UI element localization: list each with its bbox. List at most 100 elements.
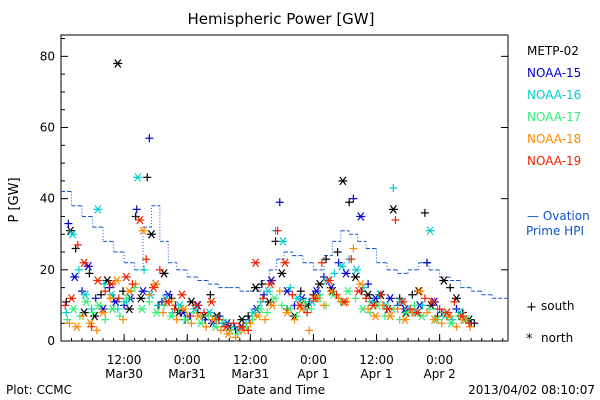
x-tick-time-label: 0:00 xyxy=(174,353,201,367)
north-point-marker xyxy=(175,301,185,310)
x-tick-date-label: Apr 1 xyxy=(360,367,392,381)
south-point-marker xyxy=(87,322,96,331)
north-point-marker xyxy=(299,297,309,307)
north-point-marker xyxy=(368,301,378,310)
south-point-marker xyxy=(292,312,301,321)
south-point-marker xyxy=(410,301,419,310)
north-point-marker xyxy=(72,322,82,332)
south-point-marker xyxy=(132,205,141,214)
south-point-marker xyxy=(330,269,339,278)
north-point-marker xyxy=(352,265,362,275)
north-point-marker xyxy=(253,311,263,321)
y-tick-label: 80 xyxy=(40,49,55,63)
south-point-marker xyxy=(101,315,110,324)
y-axis-label: P [GW] xyxy=(7,177,22,222)
plot-frame xyxy=(60,34,509,342)
south-point-marker xyxy=(119,315,128,324)
x-tick-time-label: 0:00 xyxy=(426,353,453,367)
north-point-marker xyxy=(255,304,265,314)
north-point-marker xyxy=(68,229,78,239)
south-point-marker xyxy=(351,294,360,303)
south-point-marker xyxy=(143,173,152,182)
north-point-marker xyxy=(94,301,104,310)
south-point-marker xyxy=(408,290,417,299)
north-point-marker xyxy=(282,308,292,317)
south-point-marker xyxy=(406,304,415,313)
north-point-marker xyxy=(427,297,437,307)
south-point-marker xyxy=(63,315,72,324)
south-point-marker xyxy=(185,312,194,321)
south-point-marker xyxy=(286,283,295,292)
y-tick-label: 60 xyxy=(40,121,55,135)
north-point-marker xyxy=(236,322,246,332)
north-point-marker xyxy=(136,293,146,303)
north-point-marker xyxy=(267,301,277,310)
north-point-marker xyxy=(309,293,319,303)
south-point-marker xyxy=(257,280,266,289)
north-point-marker xyxy=(425,226,435,236)
ovation-hpi-series xyxy=(61,191,508,299)
x-tick-date-label: Mar31 xyxy=(168,367,206,381)
south-point-marker xyxy=(244,326,253,335)
north-point-marker xyxy=(400,315,410,325)
south-marker-symbol: + xyxy=(526,300,537,315)
plot-timestamp: 2013/04/02 08:10:07 xyxy=(468,383,595,397)
south-point-marker xyxy=(101,287,110,296)
south-point-marker xyxy=(155,265,164,274)
ovation-legend-label-line1: — Ovation xyxy=(527,209,590,223)
north-point-marker xyxy=(237,315,247,325)
south-point-marker xyxy=(362,294,371,303)
north-point-marker xyxy=(124,304,134,314)
south-point-marker xyxy=(202,322,211,331)
y-tick-label: 40 xyxy=(40,192,55,206)
north-point-marker xyxy=(324,276,334,285)
y-axis: 0 20 40 60 80 xyxy=(40,38,508,348)
south-point-marker xyxy=(275,198,284,207)
north-point-marker xyxy=(223,329,233,339)
north-point-marker xyxy=(265,279,275,289)
south-point-marker xyxy=(170,304,179,313)
north-point-marker xyxy=(354,286,364,296)
north-point-marker xyxy=(206,297,216,307)
north-point-marker xyxy=(137,304,147,314)
south-point-marker xyxy=(333,248,342,257)
south-point-marker xyxy=(435,304,444,313)
south-point-marker xyxy=(62,308,71,317)
y-tick-label: 20 xyxy=(40,263,55,277)
north-point-marker xyxy=(146,229,156,239)
north-point-marker xyxy=(124,286,134,296)
south-point-marker xyxy=(290,315,299,324)
north-point-marker xyxy=(263,286,273,296)
south-point-marker xyxy=(347,255,356,264)
north-point-marker xyxy=(196,318,206,328)
south-point-marker xyxy=(345,198,354,207)
south-point-marker xyxy=(258,294,267,303)
north-point-marker xyxy=(277,269,287,278)
south-point-marker xyxy=(296,287,305,296)
north-point-marker xyxy=(80,290,90,300)
north-point-marker xyxy=(159,269,169,278)
north-point-marker xyxy=(90,311,100,321)
south-point-marker xyxy=(61,301,70,310)
north-point-marker xyxy=(179,304,189,314)
north-point-marker xyxy=(439,276,449,285)
south-point-marker xyxy=(376,290,385,299)
south-point-marker xyxy=(145,134,154,143)
south-point-marker xyxy=(275,287,284,296)
south-point-marker xyxy=(114,294,123,303)
south-point-marker xyxy=(85,269,94,278)
south-point-marker xyxy=(307,304,316,313)
north-point-marker xyxy=(113,59,123,68)
north-point-marker xyxy=(338,176,348,186)
south-point-marker xyxy=(332,290,341,299)
south-point-marker xyxy=(100,280,109,289)
south-point-marker xyxy=(91,294,100,303)
south-point-marker xyxy=(145,290,154,299)
south-point-marker xyxy=(106,294,115,303)
x-tick-time-label: 12:00 xyxy=(107,353,142,367)
north-point-marker xyxy=(341,269,351,278)
x-tick-time-label: 0:00 xyxy=(300,353,327,367)
north-point-marker xyxy=(337,261,347,271)
south-point-marker xyxy=(349,194,358,203)
legend-entry-noaa-19: NOAA-19 xyxy=(527,154,581,168)
